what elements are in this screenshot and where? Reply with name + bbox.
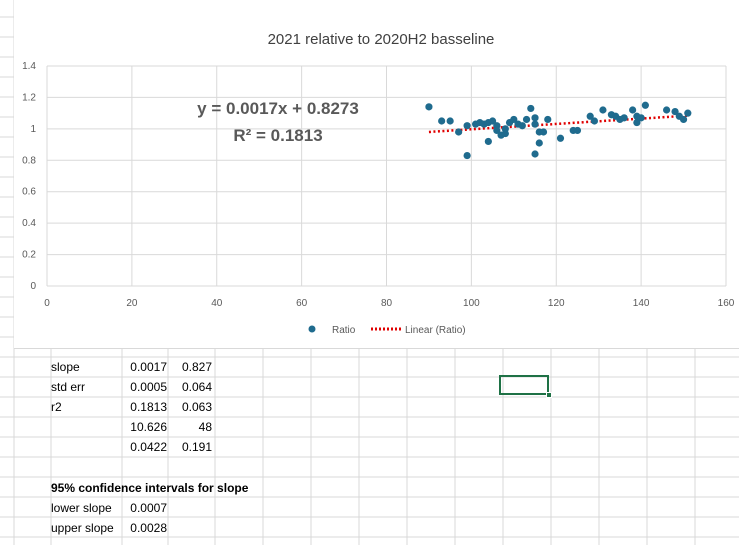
data-point [629,106,637,114]
stats-std-err-b[interactable]: 0.064 [181,380,212,394]
stats-label-slope[interactable]: slope [51,360,80,374]
y-tick-label: 1 [30,124,36,135]
data-point [501,125,509,133]
stats-f-a[interactable]: 10.626 [130,420,167,434]
data-point [590,117,599,125]
data-point [573,126,582,135]
data-point [586,112,594,120]
x-tick-label: 0 [44,298,50,309]
y-axis-tick-labels: 0 0.2 0.4 0.6 0.8 1 1.2 1.4 [22,61,36,292]
data-point [527,104,535,113]
data-point [539,128,548,136]
data-point [637,114,645,122]
stats-std-err-a[interactable]: 0.0005 [130,380,167,394]
data-point [522,115,531,124]
stats-slope-a[interactable]: 0.0017 [130,360,167,374]
data-point [620,114,628,122]
chart-canvas: 2021 relative to 2020H2 basseline 0 0.2 0.… [22,31,735,336]
data-point [455,128,463,136]
stats-ss-b[interactable]: 0.191 [181,440,212,454]
data-point [463,151,471,160]
ci-heading[interactable]: 95% confidence intervals for slope [51,481,249,495]
chart-title: 2021 relative to 2020H2 basseline [268,31,495,48]
data-point [535,139,543,147]
data-point [544,115,552,124]
stats-r2-b[interactable]: 0.063 [181,400,212,414]
data-point [484,137,492,146]
legend[interactable]: Ratio Linear (Ratio) [308,325,466,336]
x-tick-label: 20 [126,298,138,309]
trendline-r-squared[interactable]: R² = 0.1813 [233,126,322,145]
trendline-equation[interactable]: y = 0.0017x + 0.8273 [197,99,359,118]
data-point [531,114,539,122]
y-tick-label: 0.4 [22,218,36,229]
data-point [446,117,454,125]
stats-ss-a[interactable]: 0.0422 [130,440,167,454]
y-tick-label: 0 [30,281,36,292]
lower-slope-value[interactable]: 0.0007 [130,501,167,515]
data-point [438,117,446,125]
data-point [679,115,688,124]
x-tick-label: 80 [381,298,393,309]
stats-slope-b[interactable]: 0.827 [181,360,212,374]
legend-ratio-label: Ratio [332,325,356,336]
upper-slope-label[interactable]: upper slope [51,521,114,535]
x-tick-label: 60 [296,298,308,309]
x-tick-label: 120 [548,298,565,309]
stats-label-std-err[interactable]: std err [51,380,86,394]
plot-gridlines [46,65,727,287]
upper-slope-value[interactable]: 0.0028 [130,521,167,535]
stats-label-r2[interactable]: r2 [51,400,62,414]
y-tick-label: 1.2 [22,92,36,103]
x-tick-label: 140 [633,298,650,309]
data-point [425,103,433,111]
data-point [662,106,671,114]
y-tick-label: 0.6 [22,187,36,198]
legend-linear-label: Linear (Ratio) [405,325,466,336]
data-point [531,120,539,128]
data-points [425,101,692,160]
x-tick-label: 40 [211,298,223,309]
stats-r2-a[interactable]: 0.1813 [130,400,167,414]
data-point [671,107,679,116]
data-point [641,101,649,109]
legend-ratio-marker [308,325,316,333]
y-tick-label: 0.8 [22,155,36,166]
data-point [463,122,471,130]
data-point [518,122,526,130]
data-point [510,115,518,124]
x-tick-label: 100 [463,298,480,309]
data-point [488,117,497,125]
y-tick-label: 0.2 [22,250,36,261]
data-point [684,109,692,117]
fill-handle[interactable] [546,392,552,398]
active-cell-selection[interactable] [499,375,549,395]
data-point [556,134,565,142]
data-point [531,150,539,158]
stats-f-b[interactable]: 48 [198,420,212,434]
data-point [493,126,501,135]
x-axis-tick-labels: 0 20 40 60 80 100 120 140 160 [44,298,735,309]
y-tick-label: 1.4 [22,61,36,72]
data-point [599,106,607,114]
x-tick-label: 160 [718,298,735,309]
data-point [633,118,641,127]
scatter-chart[interactable]: 2021 relative to 2020H2 basseline 0 0.2 0.… [14,0,739,349]
lower-slope-label[interactable]: lower slope [51,501,112,515]
